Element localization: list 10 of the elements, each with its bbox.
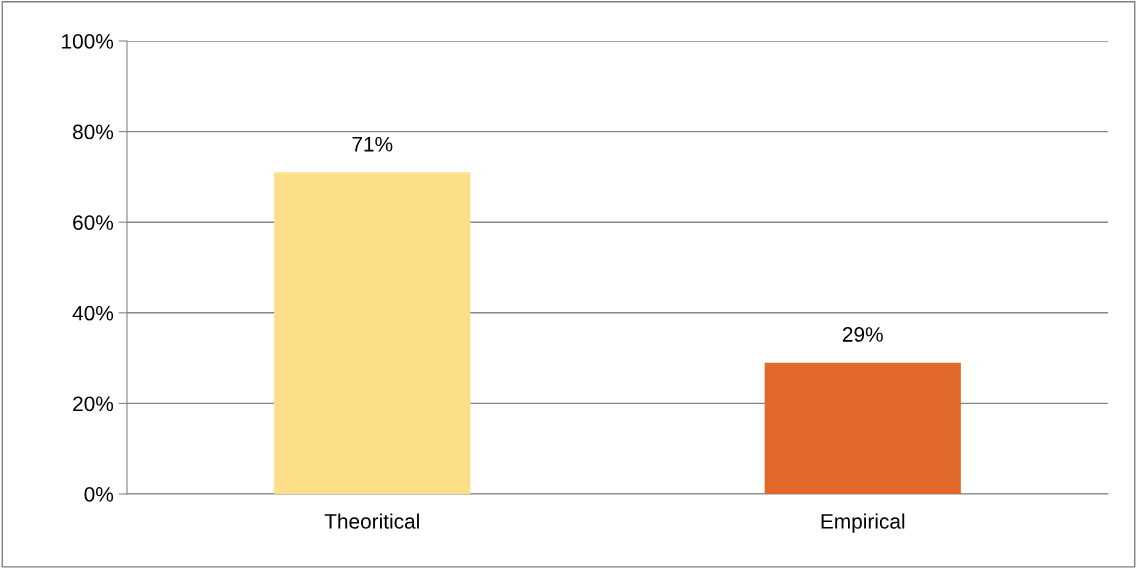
y-tick-label: 40% — [72, 305, 114, 321]
data-label: 71% — [352, 136, 393, 152]
data-label: 29% — [842, 327, 883, 342]
y-tick-label: 0% — [84, 487, 114, 502]
y-tick-label: 80% — [73, 124, 114, 140]
y-tick-label: 100% — [62, 34, 114, 49]
x-tick-label: Theoritical — [324, 513, 419, 529]
y-tick-label: 60% — [73, 215, 114, 230]
y-tick-label: 20% — [73, 396, 114, 412]
x-tick-label: Empirical — [821, 513, 905, 533]
